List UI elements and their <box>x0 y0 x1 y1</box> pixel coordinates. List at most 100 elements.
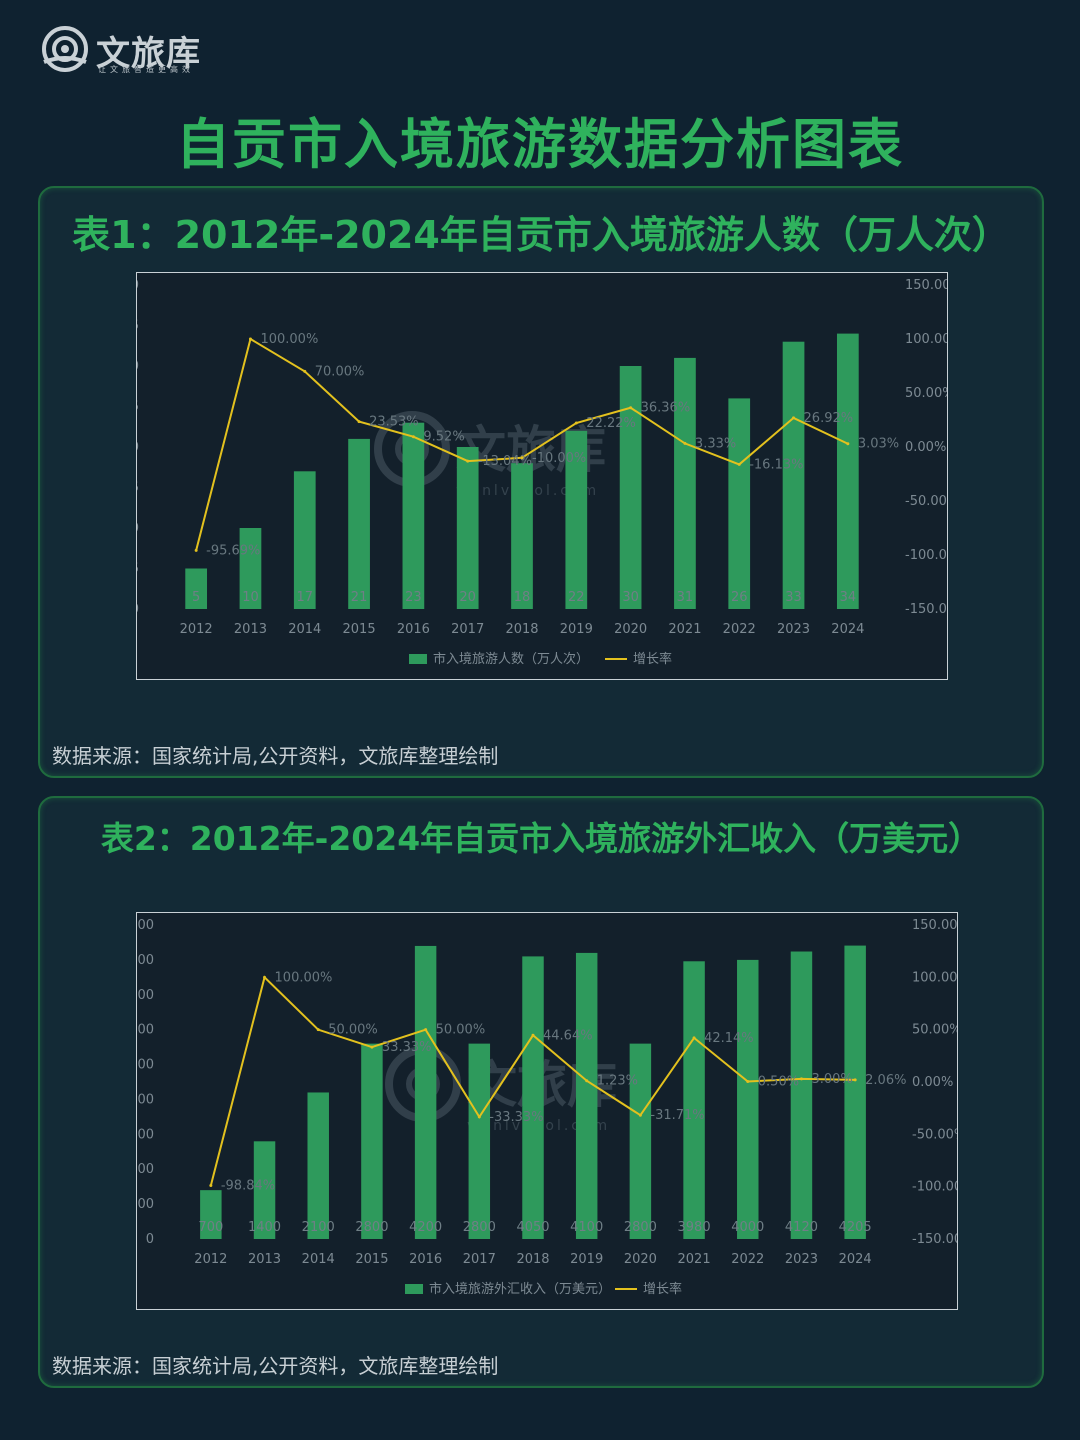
bar-value-label: 22 <box>568 590 585 605</box>
bar <box>414 945 437 1239</box>
growth-rate-label: 23.53% <box>369 415 419 430</box>
growth-rate-label: 42.14% <box>704 1031 754 1046</box>
y-right-tick-label: -50.00% <box>905 494 947 509</box>
x-tick-label: 2013 <box>234 622 267 637</box>
growth-rate-point <box>792 416 796 420</box>
bar-value-label: 26 <box>731 590 748 605</box>
legend-bar-swatch <box>405 1284 423 1294</box>
y-right-tick-label: -150.00% <box>905 602 947 617</box>
growth-rate-point <box>194 548 198 552</box>
brand-slogan: 让文旅智造更高效 <box>98 65 194 74</box>
bar-value-label: 33 <box>785 590 802 605</box>
legend-bar-label: 市入境旅游人数（万人次） <box>433 651 589 667</box>
growth-rate-point <box>424 1028 428 1032</box>
revenue-chart: 文旅库wenlvcool.com050010001500200025003000… <box>121 918 975 1297</box>
bar-value-label: 2800 <box>355 1220 388 1235</box>
bar <box>253 1141 276 1239</box>
x-tick-label: 2018 <box>505 622 538 637</box>
bar-value-label: 10 <box>242 590 259 605</box>
chart-frame-visitors: 文旅库wenlvcool.com0510152025303540-150.00%… <box>122 272 968 680</box>
y-right-tick-label: 50.00% <box>912 1023 957 1038</box>
x-tick-label: 2015 <box>343 622 376 637</box>
x-tick-label: 2024 <box>831 622 864 637</box>
bar <box>511 463 533 609</box>
chart-panel-visitors: 表1：2012年-2024年自贡市入境旅游人数（万人次） 文旅库wenlvcoo… <box>38 186 1044 778</box>
growth-rate-label: 9.52% <box>423 430 464 445</box>
bar-value-label: 21 <box>351 590 368 605</box>
bar-value-label: 20 <box>459 590 476 605</box>
y-right-tick-label: 50.00% <box>905 386 947 401</box>
y-left-tick-label: 1000 <box>137 1162 154 1177</box>
bar <box>468 1043 491 1239</box>
bar-value-label: 4120 <box>785 1220 818 1235</box>
legend-line-label: 增长率 <box>643 1281 682 1297</box>
growth-rate-point <box>370 1045 374 1049</box>
x-tick-label: 2019 <box>560 622 593 637</box>
y-left-tick-label: 15 <box>137 481 139 496</box>
bar <box>619 366 642 609</box>
growth-rate-label: 3.00% <box>811 1072 852 1087</box>
y-left-tick-label: 40 <box>137 278 139 293</box>
growth-rate-label: -16.13% <box>749 457 803 472</box>
growth-rate-point <box>357 420 361 424</box>
growth-rate-label: -13.04% <box>478 454 532 469</box>
bar <box>307 1092 329 1239</box>
x-tick-label: 2023 <box>777 622 810 637</box>
bar <box>629 1043 652 1239</box>
growth-rate-label: -95.69% <box>206 543 260 558</box>
bar-value-label: 30 <box>622 590 639 605</box>
growth-rate-point <box>846 442 850 446</box>
bar <box>402 422 425 609</box>
bar <box>683 961 705 1239</box>
bar <box>200 1190 222 1239</box>
bar-value-label: 18 <box>514 590 531 605</box>
y-left-tick-label: 0 <box>146 1232 154 1247</box>
x-tick-label: 2012 <box>180 622 213 637</box>
legend-line-label: 增长率 <box>633 651 672 667</box>
bar <box>575 952 598 1239</box>
y-left-tick-label: 25 <box>137 400 139 415</box>
bar <box>565 430 588 609</box>
bar <box>456 447 479 609</box>
growth-rate-label: 2.06% <box>865 1073 906 1088</box>
y-right-tick-label: -100.00% <box>905 548 947 563</box>
growth-rate-point <box>263 975 267 979</box>
bar-value-label: 2100 <box>302 1220 335 1235</box>
growth-rate-label: 50.00% <box>328 1023 378 1038</box>
x-tick-label: 2021 <box>678 1252 711 1267</box>
bar-value-label: 23 <box>405 590 422 605</box>
brand-logo: 文旅库 让文旅智造更高效 <box>40 24 260 76</box>
growth-rate-label: 50.00% <box>436 1023 486 1038</box>
growth-rate-point <box>248 337 252 341</box>
y-left-tick-label: 500 <box>137 1197 154 1212</box>
bar-value-label: 2800 <box>463 1220 496 1235</box>
x-tick-label: 2022 <box>731 1252 764 1267</box>
growth-rate-label: 1.23% <box>597 1074 638 1089</box>
y-left-tick-label: 2500 <box>137 1058 154 1073</box>
growth-rate-label: -10.00% <box>532 451 586 466</box>
y-right-tick-label: 100.00% <box>912 970 957 985</box>
y-left-tick-label: 3500 <box>137 988 154 1003</box>
y-left-tick-label: 35 <box>137 319 139 334</box>
growth-rate-label: 70.00% <box>315 364 365 379</box>
bar-value-label: 4050 <box>516 1220 549 1235</box>
bar-value-label: 4000 <box>731 1220 764 1235</box>
growth-rate-label: 100.00% <box>260 332 318 347</box>
y-right-tick-label: 100.00% <box>905 332 947 347</box>
growth-rate-label: 44.64% <box>543 1028 593 1043</box>
x-tick-label: 2020 <box>614 622 647 637</box>
growth-rate-point <box>411 435 415 439</box>
bar-value-label: 31 <box>677 590 694 605</box>
bar-value-label: 5 <box>192 590 200 605</box>
bar <box>844 945 866 1239</box>
y-right-tick-label: 150.00% <box>912 918 957 933</box>
chart-title-revenue: 表2：2012年-2024年自贡市入境旅游外汇收入（万美元） <box>100 819 982 858</box>
bar-value-label: 700 <box>198 1220 223 1235</box>
page-title: 自贡市入境旅游数据分析图表 <box>176 112 904 176</box>
bar <box>737 959 759 1239</box>
y-left-tick-label: 1500 <box>137 1127 154 1142</box>
bar-value-label: 3980 <box>678 1220 711 1235</box>
chart-frame-revenue: 文旅库wenlvcool.com050010001500200025003000… <box>121 912 975 1310</box>
x-tick-label: 2024 <box>839 1252 872 1267</box>
growth-rate-point <box>585 1079 589 1083</box>
